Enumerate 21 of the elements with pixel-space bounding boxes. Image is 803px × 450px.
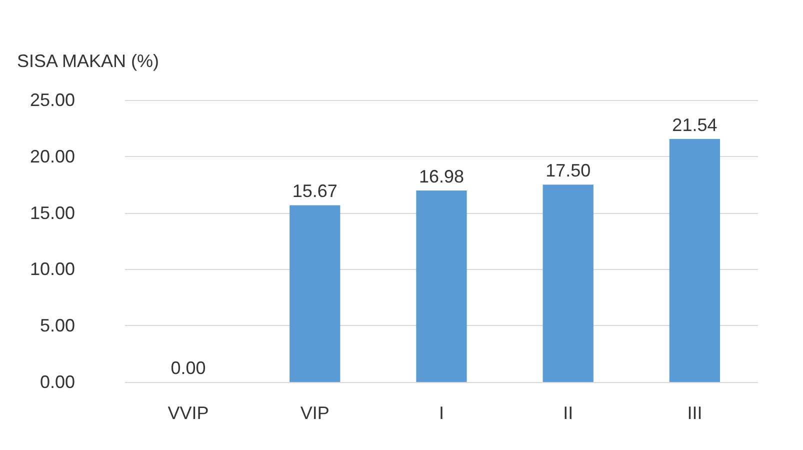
y-tick-label: 0.00 xyxy=(40,372,75,392)
y-tick-label: 25.00 xyxy=(30,90,75,110)
y-tick-label: 20.00 xyxy=(30,146,75,166)
bar xyxy=(290,205,340,382)
data-label: 16.98 xyxy=(418,166,464,186)
y-tick-label: 10.00 xyxy=(30,259,75,280)
data-label: 17.50 xyxy=(546,160,591,181)
bar xyxy=(416,190,467,382)
bar xyxy=(542,184,594,382)
data-label: 15.67 xyxy=(292,181,338,202)
x-tick-label: VIP xyxy=(300,403,330,423)
x-tick-label: VVIP xyxy=(168,403,209,423)
x-tick-label: I xyxy=(438,403,444,423)
y-axis-title: SISA MAKAN (%) xyxy=(17,51,160,71)
y-tick-label: 15.00 xyxy=(30,202,75,223)
bar xyxy=(669,139,720,382)
data-label: 0.00 xyxy=(170,358,206,378)
data-label: 21.54 xyxy=(672,115,718,136)
x-tick-label: III xyxy=(687,403,702,423)
x-tick-label: II xyxy=(563,403,574,423)
y-tick-label: 5.00 xyxy=(40,316,75,336)
